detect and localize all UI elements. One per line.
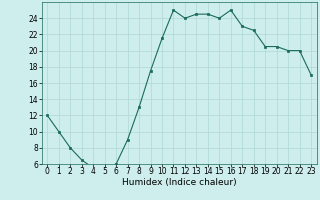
- X-axis label: Humidex (Indice chaleur): Humidex (Indice chaleur): [122, 178, 236, 187]
